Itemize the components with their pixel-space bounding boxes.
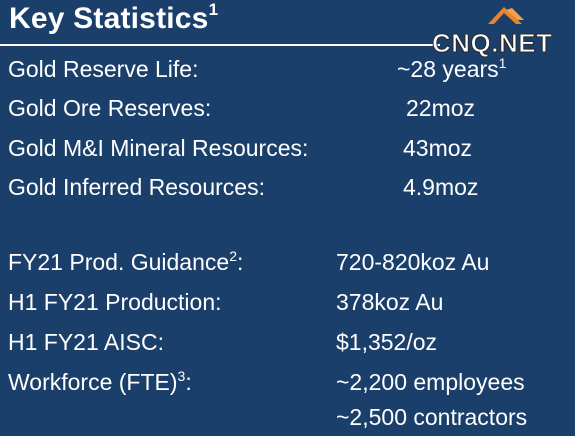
stat-label: FY21 Prod. Guidance2:	[8, 248, 244, 275]
stat-value: ~2,500 contractors	[336, 404, 528, 430]
stat-row-prod-guidance: FY21 Prod. Guidance2: 720-820koz Au	[0, 248, 575, 279]
stat-row-h1-aisc: H1 FY21 AISC: $1,352/oz	[0, 329, 575, 359]
stat-label: Gold M&I Mineral Resources:	[8, 135, 309, 161]
title-footnote: 1	[208, 0, 219, 19]
stat-label: Gold Ore Reserves:	[8, 95, 212, 121]
roof-icon	[488, 7, 524, 24]
stat-row-workforce: Workforce (FTE)3: ~2,200 employees	[0, 368, 575, 399]
stat-row-inferred-resources: Gold Inferred Resources: 4.9moz	[0, 174, 575, 204]
stat-row-mi-resources: Gold M&I Mineral Resources: 43moz	[0, 135, 575, 165]
stat-value: 4.9moz	[403, 174, 479, 200]
logo-text: CNQ.NET	[432, 28, 553, 59]
stat-value: 22moz	[406, 95, 476, 121]
stat-label: H1 FY21 AISC:	[8, 329, 164, 355]
stat-value: 43moz	[403, 135, 473, 161]
stat-label: Gold Inferred Resources:	[8, 174, 265, 200]
label-footnote: 2	[229, 248, 237, 264]
stat-label: Workforce (FTE)3:	[8, 368, 192, 395]
stat-row-ore-reserves: Gold Ore Reserves: 22moz	[0, 95, 575, 125]
stat-value: 720-820koz Au	[336, 249, 490, 275]
stat-label: Gold Reserve Life:	[8, 56, 199, 82]
stat-value: $1,352/oz	[336, 329, 438, 355]
cnq-logo: CNQ.NET	[432, 4, 572, 59]
title-divider	[0, 44, 440, 46]
stat-value: ~2,200 employees	[336, 369, 525, 395]
stat-row-reserve-life: Gold Reserve Life: ~28 years1	[0, 55, 575, 86]
label-footnote: 3	[177, 368, 186, 384]
stat-value: ~28 years1	[397, 55, 507, 82]
stat-label: H1 FY21 Production:	[8, 289, 222, 315]
stat-value: 378koz Au	[336, 289, 444, 315]
value-footnote: 1	[498, 55, 507, 71]
page-title: Key Statistics1	[9, 0, 219, 35]
stat-row-workforce-contractors: ~2,500 contractors	[0, 404, 575, 434]
stat-row-h1-production: H1 FY21 Production: 378koz Au	[0, 289, 575, 319]
